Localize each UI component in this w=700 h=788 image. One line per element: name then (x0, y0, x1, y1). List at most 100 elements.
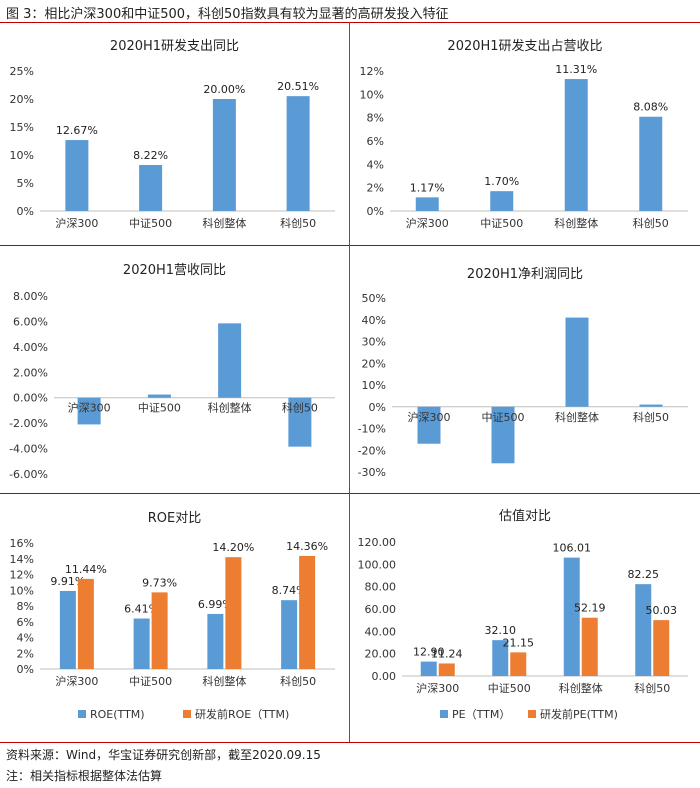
y-tick-label: 6.00% (13, 315, 48, 328)
bar-series1 (59, 590, 76, 669)
bar-series1 (415, 197, 439, 211)
data-label: 8.22% (133, 149, 168, 162)
data-label: 20.51% (277, 80, 319, 93)
category-label: 沪深300 (68, 401, 111, 415)
y-tick-label: 0% (369, 401, 386, 414)
y-tick-label: 50% (362, 292, 386, 305)
data-label: 11.31% (555, 63, 597, 76)
bar-series1 (65, 140, 89, 211)
chart-panel-rd-yoy: 2020H1研发支出同比 0% 5% 10% 15% 20% 25% 12.67% 8.22% 2… (0, 23, 349, 245)
y-tick-label: 12% (10, 569, 34, 582)
y-tick-label: 0.00 (372, 670, 397, 683)
bar-series1 (417, 406, 441, 444)
category-label: 沪深300 (408, 410, 451, 424)
data-label: 8.74% (272, 584, 307, 597)
y-tick-label: 6% (367, 135, 384, 148)
y-tick-label: 8.00% (13, 290, 48, 303)
category-label: 沪深300 (416, 681, 459, 695)
y-tick-label: 10% (360, 88, 384, 101)
bar-series2 (77, 578, 94, 669)
y-tick-label: 15% (10, 121, 34, 134)
y-tick-label: 2% (367, 182, 384, 195)
bar-series1 (212, 99, 236, 211)
bar-series1 (639, 404, 663, 407)
chart-title: 2020H1研发支出占营收比 (447, 38, 602, 54)
category-label: 科创50 (282, 401, 318, 415)
legend-swatch (440, 710, 448, 718)
y-tick-label: 0% (367, 205, 384, 218)
category-label: 沪深300 (55, 216, 98, 230)
bar-series1 (218, 323, 242, 398)
y-tick-label: -10% (358, 423, 386, 436)
y-tick-label: 12% (360, 65, 384, 78)
y-tick-label: 5% (17, 177, 34, 190)
bar-series1 (564, 79, 588, 211)
category-label: 沪深300 (55, 674, 98, 688)
bar-series2 (299, 555, 316, 669)
y-tick-label: 4% (367, 158, 384, 171)
data-label: 9.91% (50, 575, 85, 588)
bar-series1 (639, 116, 663, 211)
data-label: 12.90 (413, 646, 445, 659)
category-label: 中证500 (129, 217, 172, 230)
bar-series1 (635, 584, 652, 676)
chart-panel-profit-yoy: 2020H1净利润同比 -30% -20% -10% 0% 10% 20% 30% 40% 50%… (350, 246, 700, 493)
y-tick-label: 10% (10, 584, 34, 597)
bar-series1 (139, 164, 163, 211)
data-label: 82.25 (628, 568, 660, 581)
bar-series1 (490, 191, 514, 211)
category-label: 科创50 (280, 216, 316, 230)
y-tick-label: 8% (367, 112, 384, 125)
bar-series1 (565, 317, 589, 407)
chart-title: 2020H1研发支出同比 (110, 38, 239, 54)
category-label: 科创50 (280, 674, 316, 688)
row-divider-1 (0, 245, 700, 246)
bar-series2 (653, 620, 670, 676)
category-label: 科创整体 (559, 681, 603, 695)
bar-series1 (207, 613, 224, 669)
top-rule (0, 22, 700, 23)
y-tick-label: 60.00 (365, 603, 397, 616)
y-tick-label: 80.00 (365, 581, 397, 594)
legend-label: 研发前PE(TTM) (540, 707, 618, 721)
data-label: 6.99% (198, 598, 233, 611)
y-tick-label: 10% (362, 379, 386, 392)
bar-series1 (286, 96, 310, 211)
category-label: 科创整体 (555, 410, 599, 424)
bar-series2 (510, 652, 527, 676)
category-label: 科创整体 (202, 216, 246, 230)
bottom-rule (0, 742, 700, 743)
y-tick-label: -20% (358, 444, 386, 457)
data-label: 14.20% (212, 541, 254, 554)
bar-series2 (225, 557, 242, 669)
data-label: 1.70% (484, 175, 519, 188)
data-label: 21.15 (503, 636, 535, 649)
footnote: 注：相关指标根据整体法估算 (6, 769, 163, 783)
y-tick-label: 40.00 (365, 625, 397, 638)
data-label: 11.44% (65, 563, 107, 576)
category-label: 中证500 (488, 682, 531, 695)
bar-series2 (438, 663, 455, 676)
y-tick-label: 10% (10, 149, 34, 162)
y-tick-label: 0.00% (13, 392, 48, 405)
y-tick-label: 30% (362, 336, 386, 349)
legend-swatch (183, 710, 191, 718)
y-tick-label: 4% (17, 632, 34, 645)
category-label: 中证500 (129, 675, 172, 688)
data-label: 20.00% (203, 83, 245, 96)
bar-series1 (77, 397, 101, 425)
column-divider (349, 22, 350, 742)
y-tick-label: -30% (358, 466, 386, 479)
category-label: 科创整体 (554, 216, 598, 230)
bar-series1 (492, 640, 509, 676)
data-label: 11.24 (431, 647, 463, 660)
data-label: 14.36% (286, 540, 328, 553)
chart-panel-revenue-yoy: 2020H1营收同比 -6.00% -4.00% -2.00% 0.00% 2.00% 4.… (0, 246, 349, 493)
bar-series1 (288, 397, 312, 447)
chart-panel-rd-ratio: 2020H1研发支出占营收比 0% 2% 4% 6% 8% 10% 12% 1.17% 1.70%… (350, 23, 700, 245)
legend-swatch (78, 710, 86, 718)
y-tick-label: 120.00 (358, 536, 397, 549)
bar-series1 (420, 661, 437, 676)
data-label: 12.67% (56, 124, 98, 137)
legend-label: ROE(TTM) (90, 708, 145, 721)
